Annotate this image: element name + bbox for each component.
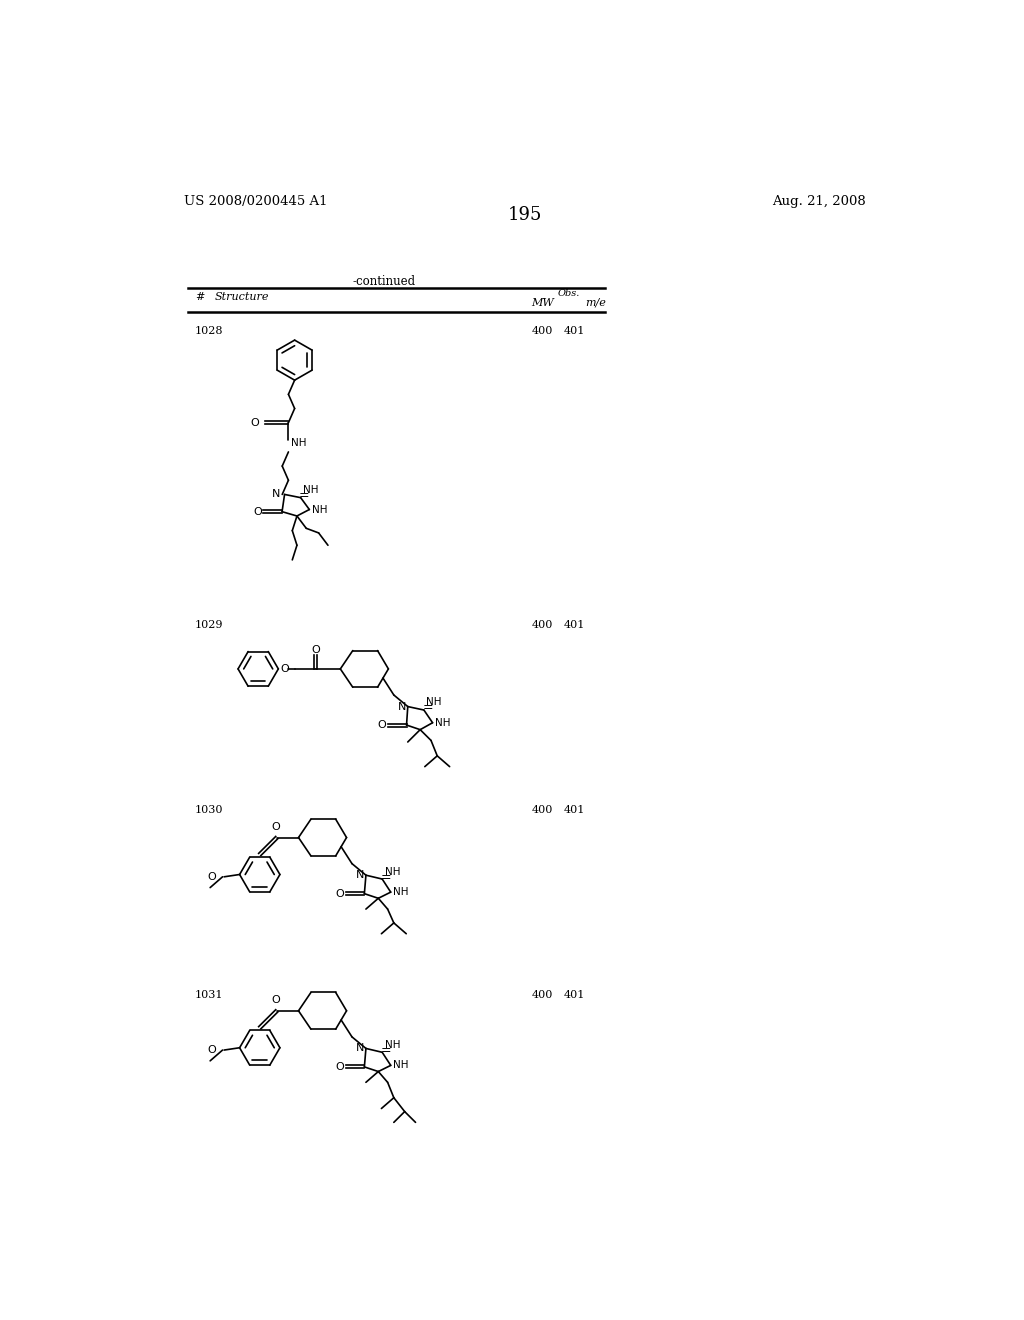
Text: Structure: Structure <box>215 292 269 301</box>
Text: 401: 401 <box>564 620 586 631</box>
Text: NH: NH <box>311 504 328 515</box>
Text: O: O <box>253 507 262 516</box>
Text: 401: 401 <box>564 326 586 337</box>
Text: O: O <box>208 871 216 882</box>
Text: N: N <box>398 701 407 711</box>
Text: 1030: 1030 <box>195 805 223 816</box>
Text: =: = <box>381 871 391 884</box>
Text: Aug. 21, 2008: Aug. 21, 2008 <box>772 195 866 209</box>
Text: Obs.: Obs. <box>558 289 581 298</box>
Text: NH: NH <box>393 887 409 898</box>
Text: NH: NH <box>385 867 400 876</box>
Text: 400: 400 <box>532 326 554 337</box>
Text: NH: NH <box>435 718 451 727</box>
Text: O: O <box>336 888 344 899</box>
Text: O: O <box>208 1045 216 1055</box>
Text: 400: 400 <box>532 805 554 816</box>
Text: -continued: -continued <box>352 276 416 289</box>
Text: O: O <box>250 417 259 428</box>
Text: 401: 401 <box>564 990 586 1001</box>
Text: 1031: 1031 <box>195 990 223 1001</box>
Text: O: O <box>336 1061 344 1072</box>
Text: NH: NH <box>393 1060 409 1071</box>
Text: O: O <box>271 995 280 1005</box>
Text: NH: NH <box>426 697 441 708</box>
Text: N: N <box>356 1043 365 1053</box>
Text: O: O <box>271 822 280 832</box>
Text: 1028: 1028 <box>195 326 223 337</box>
Text: 1029: 1029 <box>195 620 223 631</box>
Text: #: # <box>195 292 204 301</box>
Text: NH: NH <box>291 438 306 449</box>
Text: NH: NH <box>303 484 318 495</box>
Text: O: O <box>378 719 386 730</box>
Text: N: N <box>356 870 365 880</box>
Text: N: N <box>272 490 281 499</box>
Text: 400: 400 <box>532 990 554 1001</box>
Text: 400: 400 <box>532 620 554 631</box>
Text: =: = <box>299 488 309 502</box>
Text: 401: 401 <box>564 805 586 816</box>
Text: =: = <box>422 701 433 714</box>
Text: MW: MW <box>530 298 554 308</box>
Text: O: O <box>311 645 319 656</box>
Text: m/e: m/e <box>586 298 606 308</box>
Text: US 2008/0200445 A1: US 2008/0200445 A1 <box>183 195 328 209</box>
Text: =: = <box>381 1044 391 1057</box>
Text: NH: NH <box>385 1040 400 1051</box>
Text: O: O <box>281 664 290 675</box>
Text: 195: 195 <box>508 206 542 224</box>
